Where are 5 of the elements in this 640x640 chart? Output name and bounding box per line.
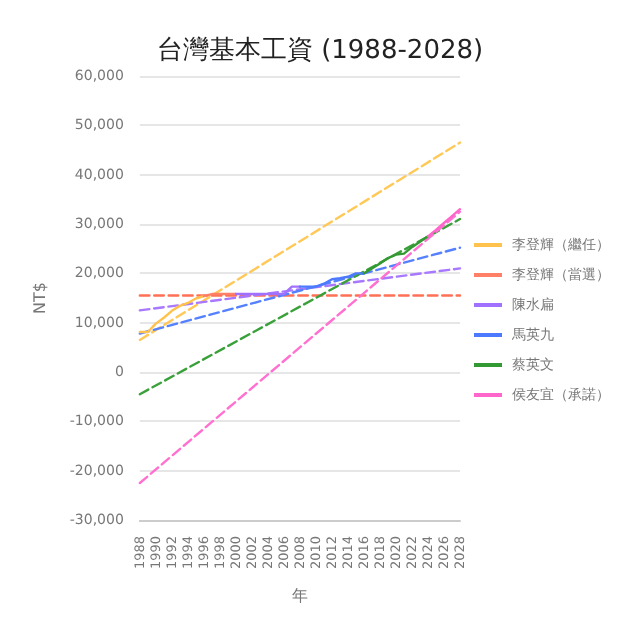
line-series [362, 235, 430, 275]
line-series [298, 272, 366, 288]
y-axis-title: NT$ [31, 282, 49, 314]
x-axis-title: 年 [291, 587, 308, 605]
chart-title: 台灣基本工資 (1988-2028) [156, 36, 484, 66]
